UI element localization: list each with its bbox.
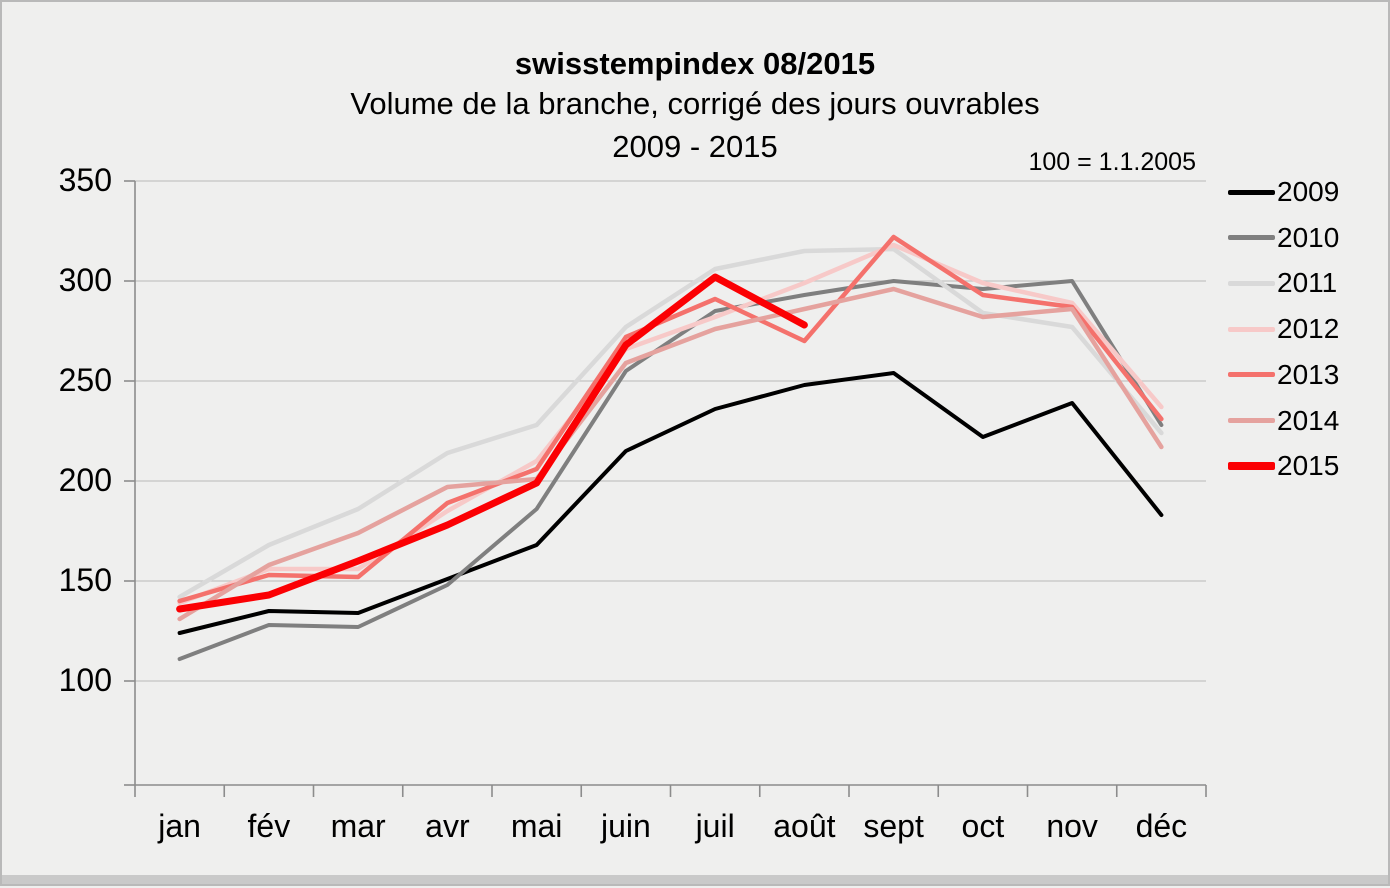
x-tick-label-oct: oct (961, 808, 1005, 844)
series-line-2015 (176, 273, 808, 613)
series-line-2014 (177, 286, 1164, 622)
legend-label-2010: 2010 (1277, 221, 1340, 253)
y-tick-label-350: 350 (58, 162, 112, 198)
series-line-2010 (177, 279, 1164, 661)
x-tick-label-mar: mar (330, 808, 386, 844)
legend-swatch-2015 (1228, 462, 1275, 471)
legend-item-2010: 2010 (1228, 222, 1339, 254)
legend-item-2009: 2009 (1228, 176, 1339, 208)
legend-swatch-2014 (1228, 418, 1275, 423)
legend-label-2013: 2013 (1277, 358, 1340, 390)
y-tick-label-300: 300 (58, 262, 112, 298)
legend-label-2014: 2014 (1277, 404, 1340, 436)
index-base-note: 100 = 1.1.2005 (1028, 148, 1196, 176)
legend-swatch-2012 (1228, 326, 1275, 332)
legend-item-2012: 2012 (1228, 313, 1339, 345)
legend-swatch-2013 (1228, 372, 1275, 378)
axes (124, 180, 1207, 797)
legend-item-2013: 2013 (1228, 359, 1339, 391)
x-tick-label-juin: juin (600, 808, 651, 844)
legend-label-2011: 2011 (1277, 267, 1338, 299)
x-tick-label-sept: sept (863, 808, 924, 844)
x-tick-label-août: août (773, 808, 836, 844)
legend-swatch-2009 (1228, 189, 1275, 195)
legend-label-2012: 2012 (1277, 313, 1340, 345)
legend-item-2011: 2011 (1228, 267, 1337, 299)
series-line-2009 (177, 371, 1164, 635)
x-tick-label-fév: fév (247, 808, 291, 844)
x-tick-label-avr: avr (425, 808, 470, 844)
y-tick-label-250: 250 (58, 362, 112, 398)
legend-item-2015: 2015 (1228, 450, 1339, 482)
legend-label-2009: 2009 (1277, 176, 1340, 207)
y-tick-label-200: 200 (58, 462, 112, 498)
y-tick-label-100: 100 (58, 662, 112, 698)
series-line-2013 (177, 234, 1164, 604)
series-lines (176, 234, 1164, 661)
x-tick-label-mai: mai (510, 808, 563, 844)
legend-label-2015: 2015 (1277, 450, 1340, 482)
x-tick-label-jan: jan (158, 808, 201, 844)
chart-title: swisstempindex 08/2015 (514, 46, 876, 81)
legend-item-2014: 2014 (1228, 405, 1339, 437)
x-tick-label-juil: juil (695, 808, 735, 844)
x-tick-label-déc: déc (1135, 808, 1188, 844)
legend-swatch-2010 (1228, 235, 1275, 241)
bottom-edge-strip (2, 875, 1388, 884)
chart-subtitle: Volume de la branche, corrigé des jours … (350, 86, 1040, 121)
x-tick-label-nov: nov (1046, 808, 1098, 844)
y-tick-label-150: 150 (58, 562, 112, 598)
legend-swatch-2011 (1228, 280, 1275, 286)
chart-period: 2009 - 2015 (612, 129, 778, 164)
